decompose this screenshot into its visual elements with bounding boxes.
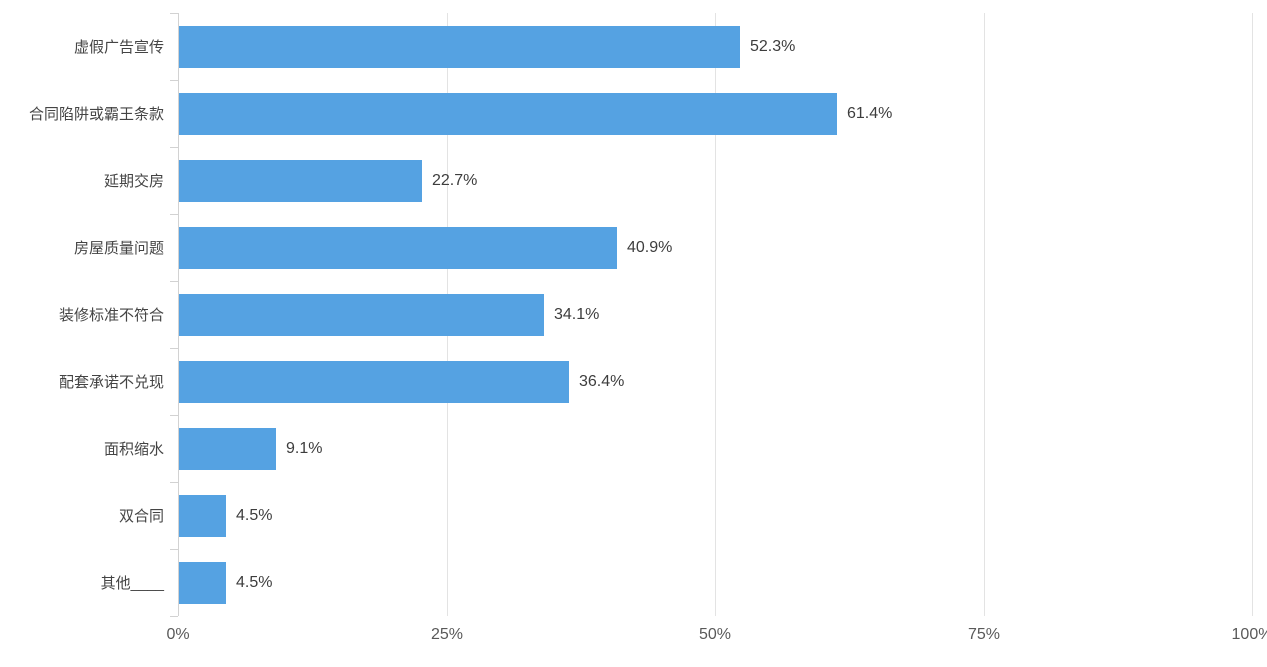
category-axis-tick <box>170 147 178 148</box>
bar-5 <box>178 361 569 403</box>
category-label-2: 延期交房 <box>103 173 164 190</box>
category-axis-tick <box>170 348 178 349</box>
x-axis-label-0: 0% <box>166 626 190 643</box>
category-axis-tick <box>170 616 178 617</box>
category-axis-line <box>178 13 179 616</box>
category-axis-tick <box>170 281 178 282</box>
value-label-2: 22.7% <box>432 171 478 189</box>
value-label-6: 9.1% <box>286 439 323 457</box>
gridline-75 <box>983 13 985 616</box>
bar-1 <box>178 93 837 135</box>
x-axis-label-100: 100% <box>1231 626 1267 643</box>
value-label-0: 52.3% <box>750 37 796 55</box>
bar-4 <box>178 294 544 336</box>
x-axis-label-75: 75% <box>967 626 1001 643</box>
category-axis-tick <box>170 482 178 483</box>
value-label-3: 40.9% <box>627 238 673 256</box>
category-axis-tick <box>170 13 178 14</box>
category-label-3: 房屋质量问题 <box>73 240 164 257</box>
bar-7 <box>178 495 226 537</box>
category-axis-tick <box>170 415 178 416</box>
value-label-7: 4.5% <box>236 506 273 524</box>
bar-0 <box>178 26 740 68</box>
x-axis-label-50: 50% <box>698 626 732 643</box>
value-label-4: 34.1% <box>554 305 600 323</box>
category-label-7: 双合同 <box>118 508 164 525</box>
category-label-1: 合同陷阱或霸王条款 <box>28 106 164 123</box>
category-label-0: 虚假广告宣传 <box>73 39 164 56</box>
x-axis-label-25: 25% <box>430 626 464 643</box>
category-label-8: 其他____ <box>100 575 164 592</box>
gridline-50 <box>715 13 716 616</box>
gridline-100 <box>1252 13 1253 616</box>
bar-2 <box>178 160 422 202</box>
category-axis-tick <box>170 80 178 81</box>
category-axis-tick <box>170 214 178 215</box>
value-label-5: 36.4% <box>579 372 625 390</box>
bar-3 <box>178 227 617 269</box>
value-label-8: 4.5% <box>236 573 273 591</box>
bar-8 <box>178 562 226 604</box>
value-label-1: 61.4% <box>847 104 893 122</box>
category-label-6: 面积缩水 <box>103 441 164 458</box>
category-axis-tick <box>170 549 178 550</box>
bar-6 <box>178 428 276 470</box>
category-label-4: 装修标准不符合 <box>58 307 164 324</box>
category-label-5: 配套承诺不兑现 <box>58 374 164 391</box>
